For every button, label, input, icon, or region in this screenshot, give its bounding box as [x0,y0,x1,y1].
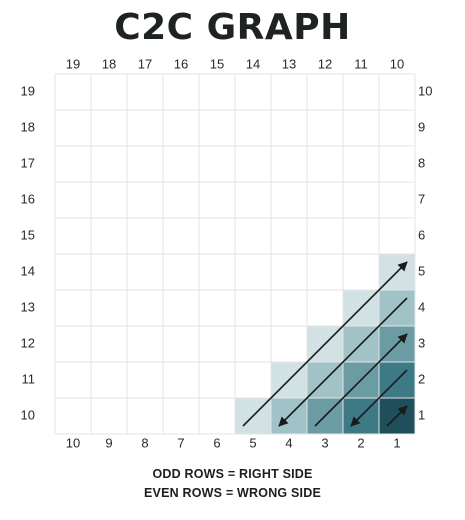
filled-squares [235,254,415,434]
top-column-label: 12 [318,56,332,71]
bottom-column-label: 10 [66,435,80,450]
bottom-column-label: 8 [141,435,148,450]
right-row-label: 6 [418,227,425,242]
bottom-column-label: 2 [357,435,364,450]
legend-even-rows: EVEN ROWS = WRONG SIDE [144,486,321,500]
right-row-label: 10 [418,83,432,98]
left-row-label: 15 [21,227,35,242]
right-row-label: 2 [418,371,425,386]
grid-lines [54,73,416,435]
top-column-label: 13 [282,56,296,71]
row-arrows [242,261,408,427]
right-row-label: 8 [418,155,425,170]
top-column-label: 18 [102,56,116,71]
row-3-arrow [314,333,408,427]
left-row-label: 18 [21,119,35,134]
page-title: C2C GRAPH [114,7,351,48]
top-column-label: 14 [246,56,260,71]
bottom-column-label: 7 [177,435,184,450]
right-row-label: 9 [418,119,425,134]
left-row-label: 12 [21,335,35,350]
bottom-column-label: 9 [105,435,112,450]
bottom-column-label: 4 [285,435,292,450]
left-row-label: 19 [21,83,35,98]
top-column-label: 11 [354,56,368,71]
bottom-column-label: 5 [249,435,256,450]
left-row-label: 11 [22,371,36,386]
left-row-label: 10 [21,407,35,422]
left-row-label: 14 [21,263,35,278]
right-row-label: 5 [418,263,425,278]
right-row-label: 4 [418,299,425,314]
top-column-label: 10 [390,56,404,71]
bottom-column-label: 3 [321,435,328,450]
top-column-label: 19 [66,56,80,71]
right-row-label: 3 [418,335,425,350]
row-5-arrow [242,261,408,427]
left-row-label: 13 [21,299,35,314]
left-row-label: 17 [21,155,35,170]
legend-odd-rows: ODD ROWS = RIGHT SIDE [152,467,313,481]
bottom-column-label: 6 [213,435,220,450]
left-row-label: 16 [21,191,35,206]
top-column-label: 16 [174,56,188,71]
top-column-label: 15 [210,56,224,71]
row-4-arrow [278,297,408,427]
row-2-arrow [350,369,408,427]
right-row-label: 7 [418,191,425,206]
right-row-label: 1 [418,407,425,422]
bottom-column-label: 1 [393,435,400,450]
top-column-label: 17 [138,56,152,71]
row-1-arrow [386,405,408,427]
